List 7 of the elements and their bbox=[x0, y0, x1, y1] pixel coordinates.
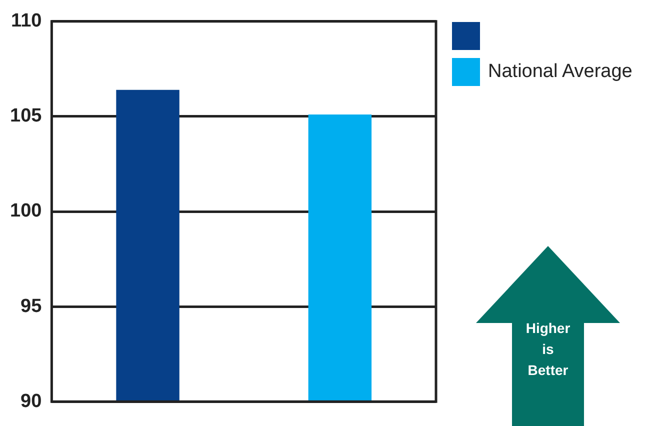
y-tick-label: 90 bbox=[20, 390, 42, 412]
y-tick-label: 110 bbox=[11, 10, 42, 32]
text: Higher is Better bbox=[524, 319, 572, 380]
y-tick-label: 105 bbox=[10, 106, 42, 127]
legend-label: National Average bbox=[488, 61, 632, 83]
y-tick-label: 95 bbox=[20, 296, 42, 317]
y-tick-label: 100 bbox=[10, 200, 42, 222]
